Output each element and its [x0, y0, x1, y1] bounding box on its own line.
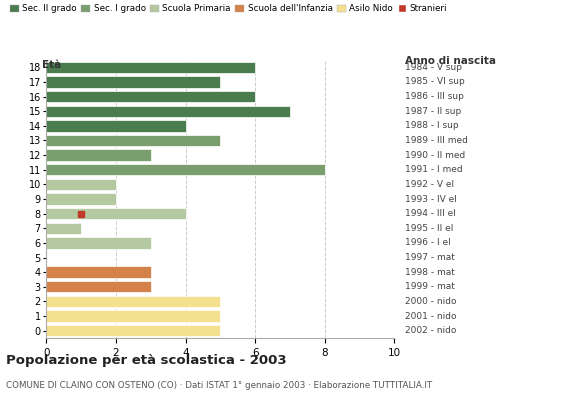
- Bar: [46, 120, 186, 132]
- Text: 1989 - III med: 1989 - III med: [405, 136, 468, 145]
- Text: Anno di nascita: Anno di nascita: [405, 56, 496, 66]
- Bar: [46, 325, 220, 336]
- Bar: [46, 106, 290, 117]
- Text: 1995 - II el: 1995 - II el: [405, 224, 454, 233]
- Text: 1988 - I sup: 1988 - I sup: [405, 121, 459, 130]
- Bar: [46, 208, 186, 219]
- Bar: [46, 91, 255, 102]
- Text: 1993 - IV el: 1993 - IV el: [405, 194, 457, 204]
- Text: 1998 - mat: 1998 - mat: [405, 268, 455, 277]
- Text: 1986 - III sup: 1986 - III sup: [405, 92, 464, 101]
- Text: 1984 - V sup: 1984 - V sup: [405, 63, 462, 72]
- Bar: [46, 310, 220, 322]
- Bar: [46, 222, 81, 234]
- Bar: [46, 281, 151, 292]
- Text: 2002 - nido: 2002 - nido: [405, 326, 456, 335]
- Text: 1994 - III el: 1994 - III el: [405, 209, 456, 218]
- Bar: [46, 135, 220, 146]
- Text: 1999 - mat: 1999 - mat: [405, 282, 455, 291]
- Bar: [46, 76, 220, 88]
- Bar: [46, 62, 255, 73]
- Text: COMUNE DI CLAINO CON OSTENO (CO) · Dati ISTAT 1° gennaio 2003 · Elaborazione TUT: COMUNE DI CLAINO CON OSTENO (CO) · Dati …: [6, 381, 432, 390]
- Text: 1987 - II sup: 1987 - II sup: [405, 107, 461, 116]
- Bar: [46, 193, 116, 205]
- Bar: [46, 149, 151, 161]
- Text: 2001 - nido: 2001 - nido: [405, 312, 456, 320]
- Legend: Sec. II grado, Sec. I grado, Scuola Primaria, Scuola dell'Infanzia, Asilo Nido, : Sec. II grado, Sec. I grado, Scuola Prim…: [10, 4, 447, 13]
- Text: 1991 - I med: 1991 - I med: [405, 165, 462, 174]
- Text: 1990 - II med: 1990 - II med: [405, 151, 465, 160]
- Bar: [46, 237, 151, 249]
- Text: 1992 - V el: 1992 - V el: [405, 180, 454, 189]
- Bar: [46, 296, 220, 307]
- Bar: [46, 164, 325, 176]
- Text: 1997 - mat: 1997 - mat: [405, 253, 455, 262]
- Text: 1996 - I el: 1996 - I el: [405, 238, 451, 247]
- Text: Popolazione per età scolastica - 2003: Popolazione per età scolastica - 2003: [6, 354, 287, 367]
- Text: 1985 - VI sup: 1985 - VI sup: [405, 78, 465, 86]
- Bar: [46, 179, 116, 190]
- Text: Età: Età: [42, 60, 61, 70]
- Bar: [46, 266, 151, 278]
- Text: 2000 - nido: 2000 - nido: [405, 297, 456, 306]
